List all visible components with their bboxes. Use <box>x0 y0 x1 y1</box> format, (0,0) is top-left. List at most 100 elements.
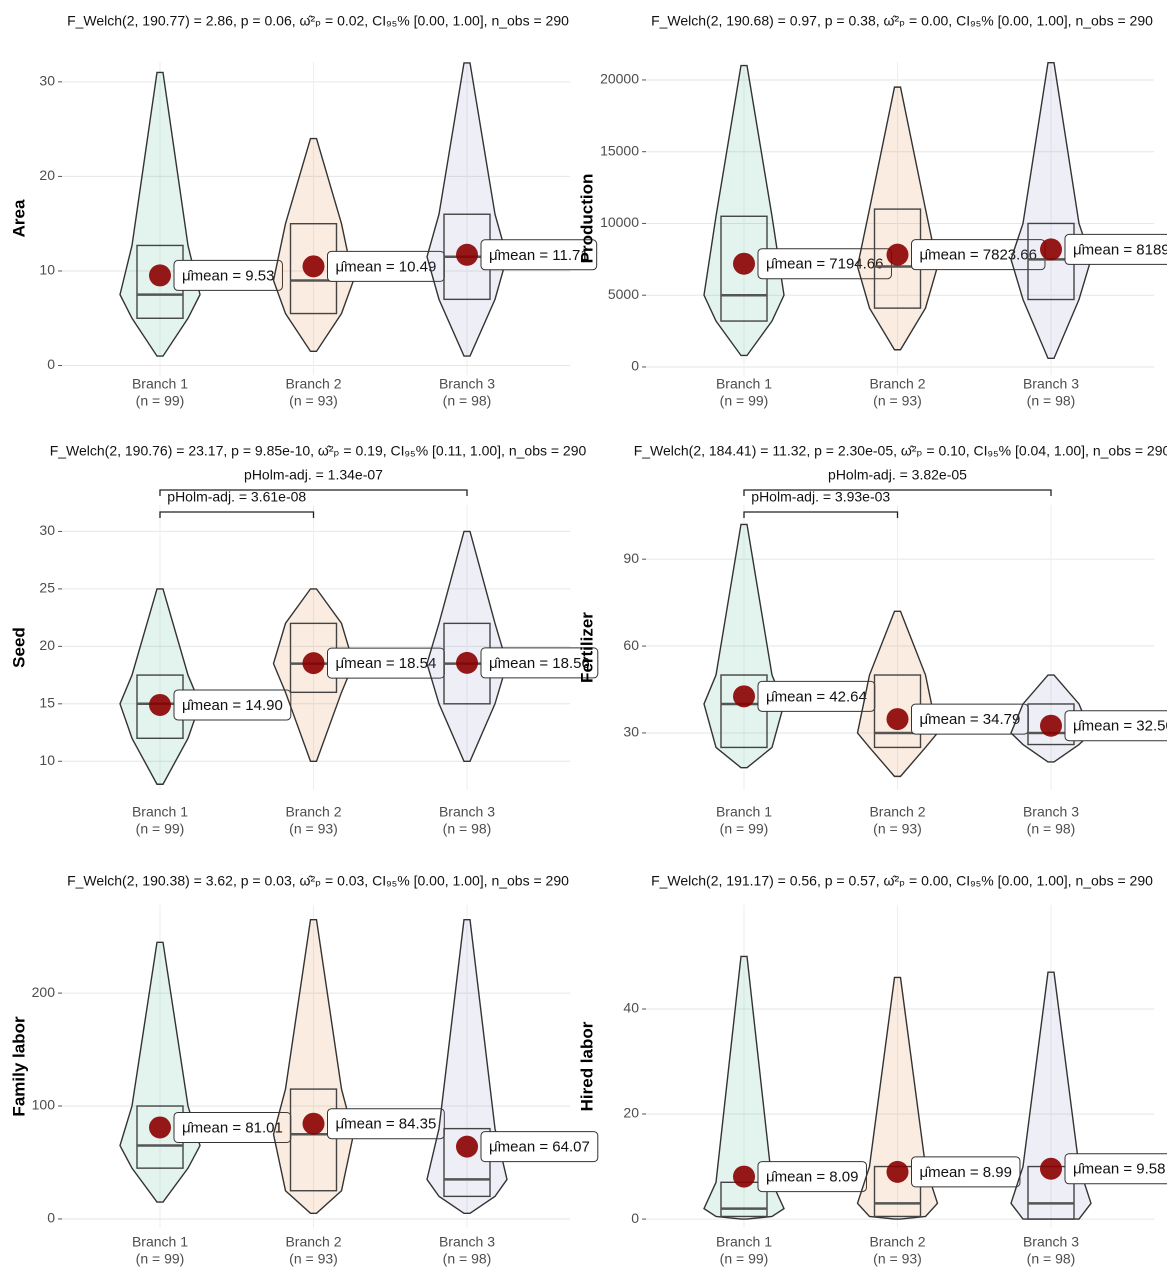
x-tick-label: Branch 3 <box>1023 376 1079 392</box>
mean-label-box <box>911 1156 1021 1188</box>
x-tick-count: (n = 99) <box>720 1251 769 1267</box>
mean-label: μ̂mean = 8.09 <box>766 1169 858 1186</box>
y-tick-label: 15 <box>39 695 55 711</box>
violin <box>426 918 508 1215</box>
violin <box>119 71 201 357</box>
y-tick-label: 20000 <box>600 71 639 87</box>
mean-point <box>1040 714 1062 737</box>
mean-label-box <box>173 259 283 291</box>
mean-label: μ̂mean = 8189.54 <box>1073 241 1167 258</box>
panel-title: F_Welch(2, 190.76) = 23.17, p = 9.85e-10… <box>50 443 587 459</box>
y-tick-label: 10000 <box>600 214 639 230</box>
box <box>289 1088 338 1192</box>
mean-point <box>886 708 909 731</box>
violin <box>272 588 355 762</box>
panel-title: F_Welch(2, 191.17) = 0.56, p = 0.57, ω̂²… <box>651 873 1153 889</box>
mean-point <box>1040 1157 1062 1180</box>
x-tick-count: (n = 99) <box>720 821 769 837</box>
mean-point <box>302 652 325 675</box>
mean-point <box>886 1160 909 1183</box>
x-tick-label: Branch 2 <box>869 376 925 392</box>
x-tick-count: (n = 99) <box>136 393 185 409</box>
y-tick-label: 20 <box>39 637 55 653</box>
y-axis-title: Area <box>9 199 28 237</box>
box <box>443 1127 491 1198</box>
y-tick-label: 40 <box>623 1000 639 1016</box>
x-tick-count: (n = 98) <box>1027 821 1076 837</box>
panel-title: F_Welch(2, 190.38) = 3.62, p = 0.03, ω̂²… <box>67 873 569 889</box>
comparison-bracket <box>159 489 468 496</box>
y-tick-label: 30 <box>39 522 55 538</box>
panel-title: F_Welch(2, 190.77) = 2.86, p = 0.06, ω̂²… <box>67 13 569 29</box>
x-tick-count: (n = 98) <box>1027 1251 1076 1267</box>
mean-label: μ̂mean = 81.01 <box>182 1119 283 1136</box>
y-tick-label: 30 <box>623 724 639 740</box>
violin <box>856 86 939 351</box>
x-tick-label: Branch 3 <box>439 376 495 392</box>
comparison-bracket <box>743 511 899 518</box>
x-tick-count: (n = 99) <box>136 1251 185 1267</box>
y-tick-label: 20 <box>623 1105 639 1121</box>
y-tick-label: 60 <box>623 637 639 653</box>
y-tick-label: 0 <box>47 1210 55 1226</box>
y-axis-title: Family labor <box>9 1016 28 1117</box>
x-tick-count: (n = 93) <box>289 1251 338 1267</box>
mean-label-box <box>1064 710 1167 742</box>
violin <box>119 941 201 1203</box>
y-tick-label: 5000 <box>608 286 639 302</box>
x-tick-count: (n = 93) <box>289 393 338 409</box>
y-tick-label: 10 <box>39 752 55 768</box>
mean-label: μ̂mean = 8.99 <box>920 1164 1012 1181</box>
y-axis-title: Fertilizer <box>577 612 596 683</box>
x-tick-label: Branch 2 <box>869 1234 925 1250</box>
x-tick-label: Branch 2 <box>869 804 925 820</box>
x-tick-count: (n = 93) <box>873 821 922 837</box>
y-tick-label: 30 <box>39 73 55 89</box>
x-tick-label: Branch 3 <box>439 804 495 820</box>
mean-label-box <box>480 239 598 271</box>
mean-label: μ̂mean = 7194.66 <box>766 256 883 273</box>
y-tick-label: 0 <box>631 1210 639 1226</box>
violin <box>426 62 508 357</box>
violin <box>119 588 201 785</box>
y-tick-label: 100 <box>32 1097 56 1113</box>
mean-label: μ̂mean = 42.64 <box>766 688 867 705</box>
y-tick-label: 90 <box>623 550 639 566</box>
mean-point <box>733 1165 755 1188</box>
comparison-bracket <box>159 511 315 518</box>
x-tick-label: Branch 1 <box>716 1234 772 1250</box>
mean-point <box>1040 238 1062 261</box>
mean-label: μ̂mean = 14.90 <box>182 697 283 714</box>
mean-point <box>302 255 325 278</box>
x-tick-label: Branch 1 <box>716 376 772 392</box>
mean-label: μ̂mean = 7823.66 <box>920 247 1037 264</box>
panel-title: F_Welch(2, 190.68) = 0.97, p = 0.38, ω̂²… <box>651 13 1153 29</box>
x-tick-label: Branch 3 <box>1023 1234 1079 1250</box>
mean-point <box>149 264 171 287</box>
x-tick-label: Branch 3 <box>1023 804 1079 820</box>
mean-label-box <box>327 1108 445 1140</box>
mean-point <box>733 252 755 275</box>
x-tick-count: (n = 98) <box>443 1251 492 1267</box>
mean-label-box <box>1064 233 1167 265</box>
mean-label: μ̂mean = 11.71 <box>489 247 589 264</box>
panel-title: F_Welch(2, 184.41) = 11.32, p = 2.30e-05… <box>634 443 1167 459</box>
x-tick-label: Branch 1 <box>132 804 188 820</box>
mean-point <box>149 693 171 716</box>
mean-point <box>456 651 478 674</box>
x-tick-label: Branch 2 <box>285 1234 341 1250</box>
mean-label-box <box>480 1131 599 1163</box>
violin <box>703 955 785 1220</box>
x-tick-count: (n = 93) <box>873 1251 922 1267</box>
violin <box>272 918 355 1215</box>
x-tick-count: (n = 99) <box>720 393 769 409</box>
mean-label-box <box>480 647 599 679</box>
mean-label: μ̂mean = 32.50 <box>1073 718 1167 735</box>
x-tick-count: (n = 93) <box>289 821 338 837</box>
x-tick-count: (n = 98) <box>443 393 492 409</box>
y-axis-title: Seed <box>9 627 28 668</box>
mean-label: μ̂mean = 18.56 <box>489 655 590 672</box>
x-tick-count: (n = 99) <box>136 821 185 837</box>
violin <box>703 64 785 357</box>
mean-point <box>302 1112 325 1135</box>
